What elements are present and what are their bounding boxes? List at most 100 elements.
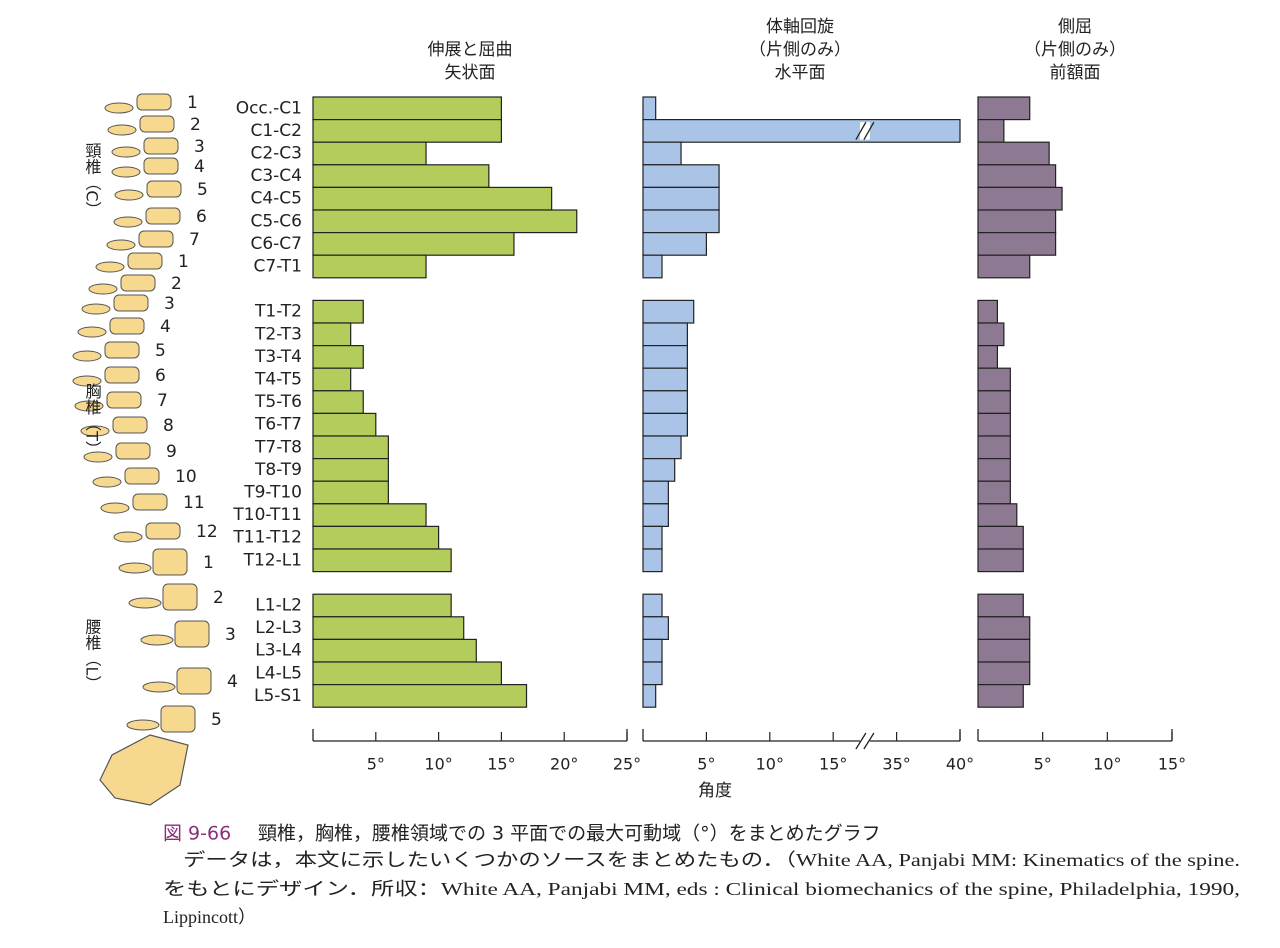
x-tick-label: 5°	[367, 755, 385, 774]
panel-title: 体軸回旋	[766, 17, 834, 37]
caption-line: データは，本文に示したいくつかのソースをまとめたもの．（White AA, Pa…	[183, 850, 1240, 870]
vertebra-body	[162, 583, 198, 611]
bar	[642, 435, 682, 460]
bar	[642, 593, 663, 618]
bar	[312, 435, 389, 460]
x-tick-label: 5°	[1034, 755, 1052, 774]
vertebra-number: 6	[196, 207, 207, 227]
category-label: T10-T11	[232, 505, 302, 525]
vertebra-body	[146, 180, 182, 198]
bar	[312, 593, 452, 618]
vertebra-body	[112, 416, 148, 434]
x-tick-label: 5°	[697, 755, 715, 774]
bar	[977, 525, 1024, 550]
bar	[977, 661, 1031, 686]
vertebra-body	[174, 620, 210, 648]
bar	[642, 480, 669, 505]
category-label: C4-C5	[250, 189, 302, 209]
vertebra-number: 5	[211, 710, 222, 730]
vertebra-body	[138, 230, 174, 248]
panel-title: 前額面	[1050, 63, 1101, 83]
vertebra-process	[83, 451, 113, 463]
vertebra-number: 11	[183, 493, 205, 513]
vertebra-number: 7	[157, 391, 168, 411]
category-label: T9-T10	[243, 483, 302, 503]
vertebra-process	[95, 261, 125, 273]
vertebra-number: 4	[160, 317, 171, 337]
vertebra-body	[160, 705, 196, 733]
bar	[977, 322, 1005, 347]
bar	[312, 390, 364, 414]
panel-title: （片側のみ）	[1024, 40, 1126, 60]
category-label: C5-C6	[250, 211, 302, 231]
break-line	[855, 732, 867, 750]
x-tick-label: 40°	[946, 755, 974, 774]
category-label: T8-T9	[254, 460, 302, 480]
bar	[312, 683, 528, 708]
vertebra-body	[104, 366, 140, 384]
bar	[312, 118, 502, 143]
vertebra-process	[72, 375, 102, 387]
vertebra-body	[127, 252, 163, 270]
bar	[642, 638, 663, 663]
x-tick-label: 10°	[424, 755, 452, 774]
vertebra-number: 5	[197, 180, 208, 200]
category-label: T1-T2	[254, 302, 302, 322]
bar	[312, 164, 490, 189]
panel-title: 水平面	[775, 63, 826, 83]
vertebra-process	[106, 239, 136, 251]
bar	[642, 322, 688, 347]
vertebra-process	[88, 283, 118, 295]
vertebra-number: 10	[175, 467, 197, 487]
break-gap	[859, 122, 870, 140]
break-line	[863, 732, 875, 750]
bar	[312, 96, 502, 121]
bar	[977, 638, 1031, 663]
vertebra-process	[142, 681, 176, 693]
bar	[642, 118, 961, 143]
vertebra-number: 9	[166, 442, 177, 462]
x-axis-label: 角度	[698, 781, 732, 801]
bar	[977, 548, 1024, 573]
category-label: T12-L1	[243, 550, 302, 570]
bar	[312, 548, 452, 573]
x-tick-label: 15°	[487, 755, 515, 774]
figure-number: 図 9-66	[163, 823, 231, 845]
vertebra-body	[136, 93, 172, 111]
caption-line: をもとにデザイン．所収：White AA, Panjabi MM, eds : …	[163, 879, 1240, 899]
bar	[312, 367, 352, 392]
vertebra-body	[145, 207, 181, 225]
bar	[642, 186, 720, 211]
vertebra-number: 2	[171, 274, 182, 294]
vertebra-body	[139, 115, 175, 133]
category-label: Occ.-C1	[236, 98, 302, 118]
x-tick-label: 10°	[756, 755, 784, 774]
bar	[642, 412, 688, 437]
bar	[312, 638, 477, 663]
bar	[977, 367, 1011, 392]
break-line	[855, 121, 867, 141]
bar	[642, 616, 669, 640]
category-label: T11-T12	[232, 528, 302, 548]
vertebra-body	[109, 317, 145, 335]
category-label: C6-C7	[250, 234, 302, 254]
vertebra-process	[77, 326, 107, 338]
vertebra-number: 8	[163, 416, 174, 436]
bar	[642, 458, 676, 482]
bar	[312, 254, 427, 279]
panel-title: 伸展と屈曲	[428, 40, 513, 60]
bar	[642, 345, 688, 369]
break-line	[863, 121, 875, 141]
vertebra-process	[72, 350, 102, 362]
panel-title: （片側のみ）	[749, 40, 851, 60]
vertebra-body	[115, 442, 151, 460]
region-label: 腰椎（L）	[83, 619, 102, 692]
vertebra-body	[145, 522, 181, 540]
x-tick-label: 20°	[550, 755, 578, 774]
bar	[977, 412, 1011, 437]
x-tick-label: 15°	[819, 755, 847, 774]
vertebra-process	[111, 166, 141, 178]
bar	[642, 232, 708, 256]
